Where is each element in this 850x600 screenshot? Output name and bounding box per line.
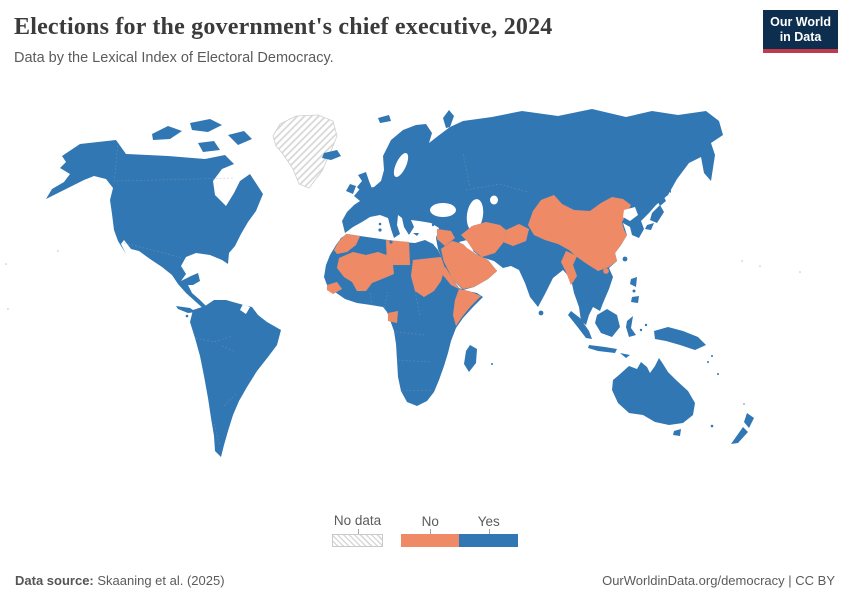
legend-yes-label: Yes	[477, 514, 500, 529]
region-north-america-mainland[interactable]	[46, 140, 263, 314]
region-australia[interactable]	[612, 358, 695, 425]
region-cuba[interactable]	[176, 306, 196, 313]
region-gabon[interactable]	[387, 310, 399, 324]
border-central-asia	[462, 153, 529, 193]
caspian-sea	[466, 199, 484, 231]
region-solomon-islands[interactable]	[707, 361, 709, 363]
region-guinea[interactable]	[326, 281, 343, 295]
data-source-label: Data source:	[15, 573, 94, 588]
region-novaya-zemlya[interactable]	[443, 110, 454, 128]
region-morocco[interactable]	[333, 233, 361, 255]
region-jamaica[interactable]	[185, 314, 189, 318]
region-french-guiana[interactable]	[240, 304, 250, 314]
region-new-guinea[interactable]	[654, 327, 706, 350]
legend-no-label: No	[421, 514, 439, 529]
legend-no-data-label: No data	[333, 513, 382, 528]
region-indonesia[interactable]	[644, 323, 648, 327]
region-taiwan[interactable]	[622, 256, 628, 262]
map-legend: No data No Yes	[332, 513, 518, 547]
region-syria-jordan[interactable]	[436, 228, 456, 247]
world-map-svg	[5, 109, 801, 457]
region-hainan[interactable]	[602, 267, 610, 275]
region-svalbard[interactable]	[378, 115, 391, 123]
region-arabian-peninsula[interactable]	[440, 240, 498, 290]
footer-divider: |	[784, 573, 796, 588]
region-indonesia[interactable]	[568, 309, 636, 358]
pacific-island-speck	[5, 263, 7, 265]
owid-url-link[interactable]: OurWorldinData.org/democracy	[602, 573, 785, 588]
border-us-mexico	[123, 242, 184, 259]
region-afghanistan[interactable]	[502, 223, 530, 247]
region-new-caledonia	[742, 402, 746, 406]
legend-no-data[interactable]: No data	[332, 513, 383, 547]
region-somalia[interactable]	[452, 288, 482, 327]
region-cyprus[interactable]	[431, 223, 435, 227]
data-source: Data source: Skaaning et al. (2025)	[15, 573, 225, 588]
owid-logo-line1: Our World	[770, 15, 831, 29]
region-north-korea[interactable]	[623, 207, 638, 221]
pacific-island-speck	[7, 308, 9, 310]
world-map	[0, 94, 850, 506]
region-corsica[interactable]	[378, 222, 382, 226]
border-south-america	[195, 335, 237, 447]
legend-yes-swatch[interactable]	[459, 534, 518, 547]
black-sea	[430, 203, 456, 217]
baltic-sea	[393, 153, 409, 177]
pacific-island-speck	[741, 260, 743, 262]
region-iran[interactable]	[460, 221, 507, 258]
region-myanmar[interactable]	[560, 250, 578, 286]
region-indonesia[interactable]	[639, 328, 643, 332]
pacific-island-speck	[57, 250, 59, 252]
pacific-island-speck	[799, 271, 801, 273]
region-mali-burkina-niger[interactable]	[336, 251, 395, 292]
region-china[interactable]	[527, 194, 632, 272]
region-crete[interactable]	[413, 233, 419, 236]
aral-sea	[490, 195, 498, 205]
data-source-value: Skaaning et al. (2025)	[93, 573, 225, 588]
region-fiji[interactable]	[710, 424, 714, 428]
region-south-america[interactable]	[190, 300, 281, 457]
region-iceland[interactable]	[322, 150, 341, 160]
legend-scale: No Yes	[401, 514, 518, 547]
region-vanuatu[interactable]	[717, 373, 719, 375]
region-greenland[interactable]	[272, 114, 338, 189]
border-us-canada	[113, 141, 235, 185]
region-solomon-islands[interactable]	[711, 355, 713, 357]
chart-subtitle: Data by the Lexical Index of Electoral D…	[14, 50, 334, 66]
region-sicily[interactable]	[389, 240, 393, 244]
region-philippines[interactable]	[632, 289, 636, 293]
region-sardinia[interactable]	[378, 228, 382, 232]
region-madagascar[interactable]	[464, 345, 477, 372]
pacific-island-speck	[759, 265, 761, 267]
chart-footer: Data source: Skaaning et al. (2025) OurW…	[0, 573, 850, 588]
region-japan[interactable]	[645, 195, 666, 230]
legend-no-swatch[interactable]	[401, 534, 459, 547]
region-canadian-arctic-islands[interactable]	[152, 119, 252, 152]
chart-title: Elections for the government's chief exe…	[14, 14, 553, 40]
region-sri-lanka[interactable]	[538, 310, 544, 316]
region-eritrea-djibouti[interactable]	[433, 261, 460, 290]
owid-logo[interactable]: Our World in Data	[763, 10, 838, 53]
region-new-zealand[interactable]	[731, 413, 754, 444]
owid-logo-line2: in Data	[779, 30, 822, 44]
region-philippines[interactable]	[630, 277, 639, 303]
legend-no-data-swatch	[332, 534, 383, 547]
footer-links: OurWorldinData.org/democracy | CC BY	[602, 573, 835, 588]
region-sakhalin[interactable]	[666, 177, 671, 193]
region-mauritius[interactable]	[491, 363, 493, 365]
region-tasmania[interactable]	[673, 429, 681, 436]
license-link[interactable]: CC BY	[795, 573, 835, 588]
region-ireland[interactable]	[346, 184, 356, 194]
border-africa	[369, 290, 433, 392]
